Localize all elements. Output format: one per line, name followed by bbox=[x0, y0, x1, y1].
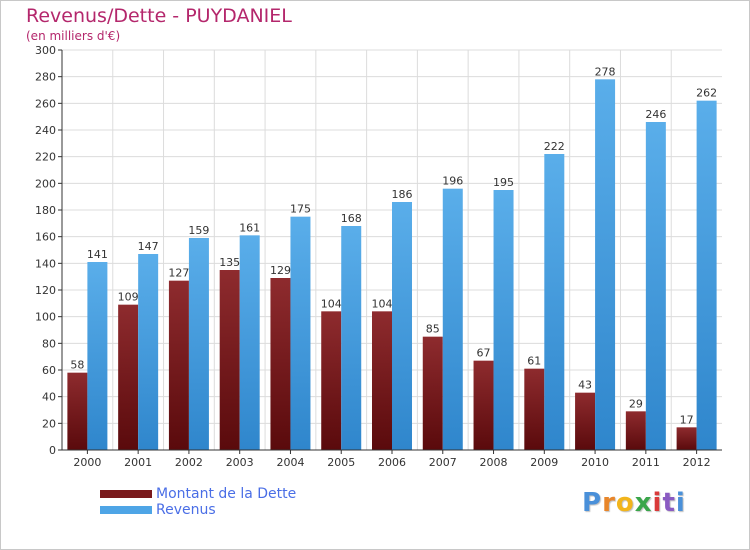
bar-dette-2000 bbox=[67, 372, 88, 450]
x-tick-label: 2008 bbox=[480, 456, 508, 469]
x-tick-label: 2007 bbox=[429, 456, 457, 469]
bar-dette-2010 bbox=[575, 392, 596, 450]
data-label-revenus-2009: 222 bbox=[544, 140, 565, 153]
data-label-dette-2012: 17 bbox=[680, 413, 694, 426]
data-label-dette-2007: 85 bbox=[426, 323, 440, 336]
data-label-revenus-2011: 246 bbox=[645, 108, 666, 121]
data-label-revenus-2002: 159 bbox=[188, 224, 209, 237]
y-tick-label: 280 bbox=[35, 71, 56, 84]
data-label-dette-2009: 61 bbox=[527, 355, 541, 368]
y-tick-label: 120 bbox=[35, 284, 56, 297]
bar-revenus-2000 bbox=[87, 262, 108, 450]
bar-revenus-2004 bbox=[290, 216, 311, 450]
legend-swatch-revenus bbox=[100, 506, 152, 514]
bar-revenus-2006 bbox=[392, 202, 412, 450]
data-label-dette-2005: 104 bbox=[321, 297, 342, 310]
y-tick-label: 180 bbox=[35, 204, 56, 217]
data-label-dette-2008: 67 bbox=[477, 347, 491, 360]
data-label-dette-2011: 29 bbox=[629, 397, 643, 410]
data-label-dette-2010: 43 bbox=[578, 379, 592, 392]
data-label-revenus-2008: 195 bbox=[493, 176, 514, 189]
data-label-dette-2001: 109 bbox=[118, 291, 139, 304]
bar-revenus-2008 bbox=[493, 190, 514, 450]
bar-dette-2005 bbox=[321, 311, 342, 450]
data-labels: 58 141 109 147 127 159 135 161 129 175 104 168 104 18… bbox=[70, 65, 717, 426]
y-tick-label: 100 bbox=[35, 311, 56, 324]
x-tick-label: 2003 bbox=[226, 456, 254, 469]
y-tick-label: 0 bbox=[49, 444, 56, 457]
data-label-dette-2002: 127 bbox=[168, 267, 189, 280]
data-label-revenus-2007: 196 bbox=[442, 175, 463, 188]
bar-revenus-2002 bbox=[188, 238, 209, 450]
x-tick-label: 2002 bbox=[175, 456, 203, 469]
legend: Montant de la Dette Revenus bbox=[100, 486, 296, 518]
bar-dette-2009 bbox=[524, 368, 545, 450]
legend-item-dette: Montant de la Dette bbox=[100, 486, 296, 502]
legend-label-dette: Montant de la Dette bbox=[156, 486, 297, 502]
bar-dette-2006 bbox=[372, 311, 392, 450]
y-tick-label: 300 bbox=[35, 44, 56, 57]
y-axis-ticks: 0 20 40 60 80 100 120 140 160 180 200 220 240 260 280 3… bbox=[35, 44, 62, 457]
x-tick-label: 2001 bbox=[124, 456, 152, 469]
data-label-dette-2004: 129 bbox=[270, 264, 291, 277]
proxiti-logo: Proxiti bbox=[582, 488, 686, 518]
data-label-revenus-2006: 186 bbox=[392, 188, 413, 201]
y-tick-label: 40 bbox=[42, 391, 56, 404]
bar-dette-2004 bbox=[270, 278, 291, 450]
y-tick-label: 60 bbox=[42, 364, 56, 377]
bar-revenus-2009 bbox=[544, 154, 565, 450]
bar-revenus-2012 bbox=[696, 100, 717, 451]
x-tick-label: 2005 bbox=[327, 456, 355, 469]
data-label-revenus-2000: 141 bbox=[87, 248, 108, 261]
data-label-dette-2000: 58 bbox=[70, 359, 84, 372]
y-tick-label: 80 bbox=[42, 337, 56, 350]
chart-subtitle: (en milliers d'€) bbox=[26, 29, 121, 43]
bar-dette-2008 bbox=[473, 360, 494, 450]
x-axis-ticks: 2000 2001 2002 2003 2004 2005 2006 2007 2008 2009… bbox=[73, 450, 711, 469]
y-tick-label: 20 bbox=[42, 417, 56, 430]
bar-dette-2002 bbox=[168, 280, 189, 450]
data-label-revenus-2010: 278 bbox=[595, 65, 616, 78]
chart-title: Revenus/Dette - PUYDANIEL bbox=[26, 5, 292, 27]
x-tick-label: 2012 bbox=[683, 456, 711, 469]
data-label-dette-2006: 104 bbox=[372, 297, 393, 310]
bars bbox=[67, 79, 717, 451]
x-tick-label: 2006 bbox=[378, 456, 406, 469]
bar-revenus-2007 bbox=[442, 188, 463, 450]
y-tick-label: 220 bbox=[35, 151, 56, 164]
x-tick-label: 2011 bbox=[632, 456, 660, 469]
bar-dette-2012 bbox=[676, 427, 697, 450]
bar-dette-2011 bbox=[625, 411, 646, 450]
data-label-revenus-2012: 262 bbox=[696, 87, 717, 100]
bar-revenus-2005 bbox=[341, 226, 362, 450]
x-tick-label: 2009 bbox=[530, 456, 558, 469]
bar-revenus-2010 bbox=[595, 79, 616, 450]
x-tick-label: 2004 bbox=[276, 456, 304, 469]
bar-dette-2001 bbox=[118, 304, 139, 450]
data-label-revenus-2001: 147 bbox=[138, 240, 159, 253]
y-tick-label: 140 bbox=[35, 257, 56, 270]
data-label-revenus-2005: 168 bbox=[341, 212, 362, 225]
bar-dette-2007 bbox=[422, 336, 443, 450]
data-label-revenus-2004: 175 bbox=[290, 203, 311, 216]
bar-dette-2003 bbox=[219, 270, 240, 450]
y-tick-label: 160 bbox=[35, 231, 56, 244]
x-tick-label: 2000 bbox=[73, 456, 101, 469]
bar-revenus-2001 bbox=[138, 254, 159, 450]
y-tick-label: 260 bbox=[35, 97, 56, 110]
y-tick-label: 200 bbox=[35, 177, 56, 190]
bar-revenus-2011 bbox=[645, 122, 666, 450]
x-tick-label: 2010 bbox=[581, 456, 609, 469]
y-tick-label: 240 bbox=[35, 124, 56, 137]
legend-label-revenus: Revenus bbox=[156, 502, 216, 518]
legend-item-revenus: Revenus bbox=[100, 502, 296, 518]
data-label-dette-2003: 135 bbox=[219, 256, 240, 269]
legend-swatch-dette bbox=[100, 490, 152, 498]
bar-revenus-2003 bbox=[239, 235, 260, 450]
data-label-revenus-2003: 161 bbox=[239, 221, 260, 234]
